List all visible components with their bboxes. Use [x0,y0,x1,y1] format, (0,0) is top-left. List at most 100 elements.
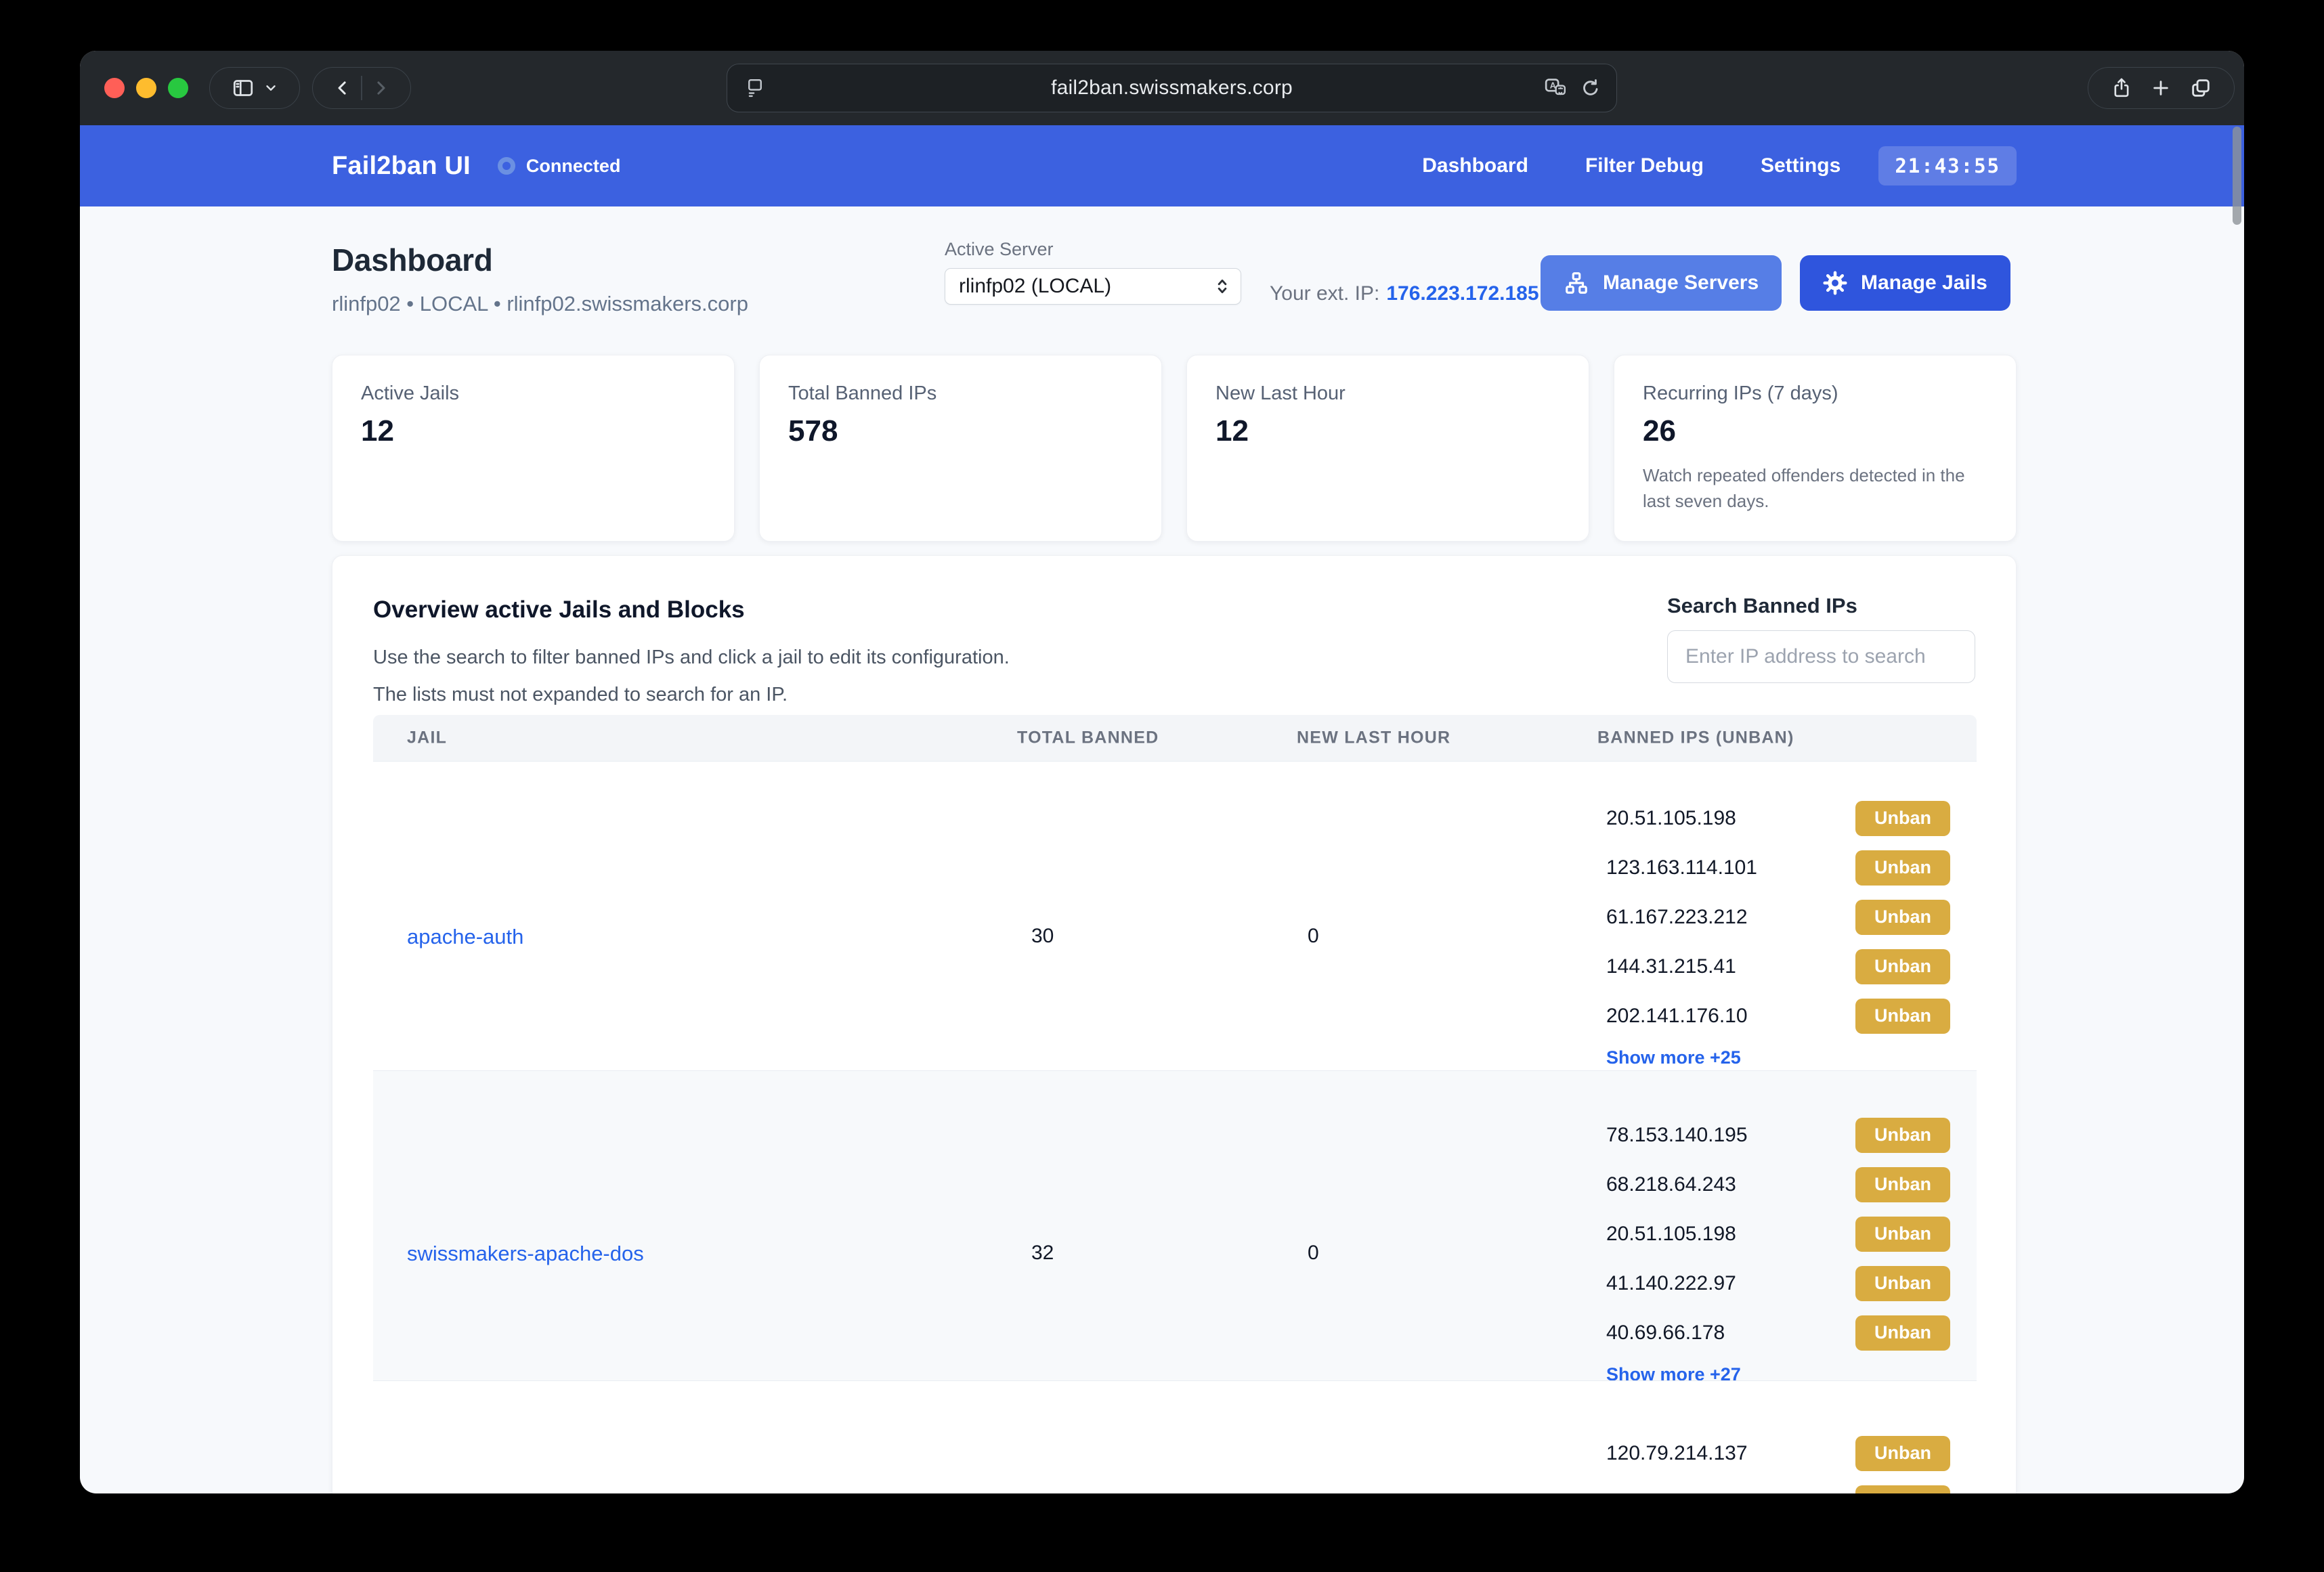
overview-description-2: The lists must not expanded to search fo… [373,684,788,705]
url-text: fail2ban.swissmakers.corp [1051,77,1293,99]
back-button[interactable] [332,78,353,98]
share-button[interactable] [2111,77,2132,100]
translate-button[interactable]: A [1543,77,1568,100]
page-title: Dashboard [332,242,493,278]
banned-ip-row: 20.51.105.198 Unban [1606,1209,1950,1259]
banned-ip: 40.69.66.178 [1606,1321,1725,1344]
table-header: JAIL TOTAL BANNED NEW LAST HOUR BANNED I… [373,715,1977,761]
sidebar-toggle-button[interactable] [231,76,255,100]
back-icon [332,78,353,98]
banned-ip-row: 217.247.252.133 Unban [1606,1478,1950,1493]
manage-servers-label: Manage Servers [1603,271,1759,294]
forward-icon [370,78,391,98]
unban-button[interactable]: Unban [1855,1117,1950,1153]
tab-overview-icon [2189,77,2212,100]
address-bar[interactable]: fail2ban.swissmakers.corp A [727,64,1617,112]
banned-ip-row: 120.79.214.137 Unban [1606,1428,1950,1478]
unban-button[interactable]: Unban [1855,1265,1950,1301]
minimize-window-button[interactable] [136,78,156,98]
zoom-window-button[interactable] [168,78,188,98]
column-header-new-last-hour: NEW LAST HOUR [1297,728,1451,747]
banned-ip: 144.31.215.41 [1606,955,1736,978]
divider [361,76,362,100]
jails-table: JAIL TOTAL BANNED NEW LAST HOUR BANNED I… [373,715,1977,1493]
stat-value: 578 [788,414,838,447]
unban-button[interactable]: Unban [1855,899,1950,935]
table-row-partial: 120.79.214.137 Unban 217.247.252.133 Unb… [373,1380,1977,1493]
banned-ip-list: 78.153.140.195 Unban 68.218.64.243 Unban… [1606,1110,1950,1385]
translate-icon: A [1543,77,1568,100]
active-server-value: rlinfp02 (LOCAL) [959,275,1112,297]
banned-ip: 41.140.222.97 [1606,1271,1736,1294]
window-controls [104,78,188,98]
unban-button[interactable]: Unban [1855,998,1950,1034]
manage-jails-label: Manage Jails [1861,271,1987,294]
unban-button[interactable]: Unban [1855,1216,1950,1252]
stat-cards: Active Jails 12 Total Banned IPs 578 New… [332,355,2017,542]
stat-description: Watch repeated offenders detected in the… [1643,465,1965,511]
active-server-select[interactable]: rlinfp02 (LOCAL) [945,268,1241,305]
overview-card: Overview active Jails and Blocks Use the… [332,555,2017,1493]
close-window-button[interactable] [104,78,125,98]
unban-button[interactable]: Unban [1855,850,1950,886]
new-last-hour-value: 0 [1308,1242,1319,1264]
scrollbar-thumb[interactable] [2233,127,2241,225]
overview-title: Overview active Jails and Blocks [373,596,745,623]
forward-button[interactable] [370,78,391,98]
active-server-group: Active Server rlinfp02 (LOCAL) [945,239,1241,305]
banned-ip: 123.163.114.101 [1606,856,1757,879]
stat-label: Total Banned IPs [788,383,937,404]
table-row: swissmakers-apache-dos 32 0 78.153.140.1… [373,1070,1977,1384]
app-navbar: Fail2ban UI Connected Dashboard Filter D… [80,125,2244,206]
unban-button[interactable]: Unban [1855,948,1950,984]
nav-dashboard[interactable]: Dashboard [1422,154,1528,177]
browser-titlebar: fail2ban.swissmakers.corp A [80,51,2244,125]
total-banned-value: 30 [1031,925,1054,947]
new-tab-icon [2150,77,2172,99]
unban-button[interactable]: Unban [1855,1315,1950,1351]
reload-icon [1580,77,1601,99]
manage-servers-button[interactable]: Manage Servers [1541,255,1782,311]
unban-button[interactable]: Unban [1855,1435,1950,1471]
column-header-jail: JAIL [407,728,448,747]
tab-overview-button[interactable] [2189,77,2212,100]
tab-group-menu-button[interactable] [263,81,278,95]
page-header: Dashboard rlinfp02 • LOCAL • rlinfp02.sw… [332,242,748,316]
show-more-link[interactable]: Show more +25 [1606,1047,1741,1068]
jail-link[interactable]: swissmakers-apache-dos [407,1242,644,1265]
page-settings-icon [745,77,765,100]
search-input[interactable] [1667,630,1975,683]
history-controls [312,67,411,109]
stat-value: 12 [361,414,394,447]
unban-button[interactable]: Unban [1855,1485,1950,1493]
banned-ip: 20.51.105.198 [1606,806,1736,829]
nav-filter-debug[interactable]: Filter Debug [1585,154,1704,177]
banned-ip-row: 202.141.176.10 Unban [1606,991,1950,1041]
banned-ip-row: 123.163.114.101 Unban [1606,843,1950,892]
jail-link[interactable]: apache-auth [407,925,524,948]
stat-card-new-last-hour: New Last Hour 12 [1186,355,1589,542]
overview-description-1: Use the search to filter banned IPs and … [373,647,1010,668]
banned-ip-row: 68.218.64.243 Unban [1606,1160,1950,1209]
unban-button[interactable]: Unban [1855,800,1950,836]
page-settings-button[interactable] [745,77,765,100]
svg-text:A: A [1550,81,1556,91]
search-banned-ips: Search Banned IPs [1667,594,1975,683]
stat-label: New Last Hour [1215,383,1346,404]
new-tab-button[interactable] [2150,77,2172,99]
app-brand: Fail2ban UI [332,151,471,180]
reload-button[interactable] [1580,77,1601,99]
unban-button[interactable]: Unban [1855,1166,1950,1202]
toolbar-actions [2088,67,2235,109]
manage-jails-button[interactable]: Manage Jails [1800,255,2010,311]
share-icon [2111,77,2132,100]
search-label: Search Banned IPs [1667,594,1857,617]
page-content: Dashboard rlinfp02 • LOCAL • rlinfp02.sw… [80,206,2244,1493]
banned-ip: 202.141.176.10 [1606,1004,1748,1027]
banned-ip-row: 144.31.215.41 Unban [1606,942,1950,991]
sidebar-icon [231,76,255,100]
nav-settings[interactable]: Settings [1760,154,1841,177]
active-server-label: Active Server [945,239,1054,259]
stat-card-total-banned: Total Banned IPs 578 [759,355,1162,542]
